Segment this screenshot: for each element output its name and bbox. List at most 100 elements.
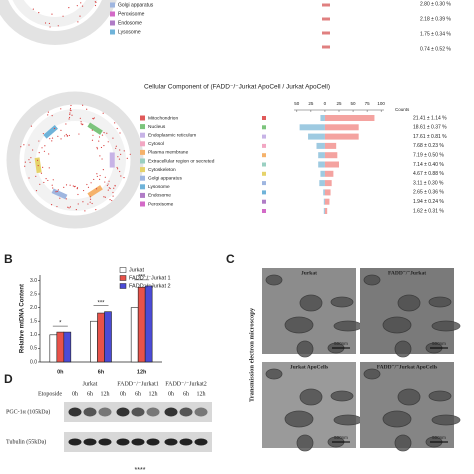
scatter-dot [116, 127, 118, 130]
scatter-dot [28, 159, 30, 161]
scatter-dot [89, 201, 91, 203]
scatter-dot [77, 21, 79, 23]
scatter-dot [50, 204, 53, 206]
legend-label: Lysosome [148, 184, 170, 190]
scatter-dot [36, 159, 39, 161]
scatter-dot [98, 178, 101, 180]
bar [49, 334, 58, 363]
scatter-dot [89, 198, 92, 200]
scatter-dot [81, 5, 84, 7]
group-label: FADD⁻/⁻Jurkat2 [165, 381, 207, 387]
organelle [397, 294, 421, 312]
y-axis-label: Relative mtDNA Content [20, 284, 26, 353]
blot-band [146, 407, 160, 417]
scatter-dot [57, 25, 59, 27]
legend-label: Mitochondrion [148, 115, 178, 121]
ring-segment [87, 122, 103, 135]
scatter-dot [120, 175, 122, 177]
scatter-dot [95, 209, 97, 211]
scatter-dot [68, 118, 70, 120]
bar [324, 208, 328, 214]
scatter-dot [123, 177, 125, 179]
bar [324, 115, 375, 121]
significance: * [59, 321, 62, 327]
scatter-dot [49, 138, 51, 140]
scatter-dot [112, 191, 114, 194]
scatter-dot [99, 155, 101, 157]
scale-label: 500nm [432, 341, 446, 346]
scatter-dot [101, 134, 104, 136]
ring [0, 0, 117, 45]
bar [316, 142, 325, 149]
scatter-dot [103, 132, 105, 134]
organelle [330, 296, 354, 308]
x-tick-label: 12h [137, 369, 147, 375]
scatter-dot [118, 158, 121, 160]
organelle [265, 368, 283, 380]
scatter-dot [44, 22, 47, 24]
organelle [299, 388, 323, 406]
organelle [394, 434, 412, 452]
timepoint-label: 6h [135, 391, 141, 397]
organelle [284, 410, 314, 428]
blot-band [146, 438, 160, 446]
bar [324, 170, 334, 177]
scatter-dot [82, 201, 84, 203]
group-label: FADD⁻/⁻Jurkat1 [117, 381, 159, 387]
scatter-dot [89, 196, 91, 198]
scatter-dot [119, 132, 121, 134]
percentage: 2.18 ± 0.39 % [420, 16, 451, 22]
scatter-dot [93, 178, 95, 181]
scatter-dot [38, 140, 40, 142]
bar [137, 286, 146, 363]
scatter-dot [107, 183, 109, 185]
scatter-dot [103, 196, 105, 198]
scatter-dot [65, 133, 67, 136]
scatter-dot [59, 197, 61, 199]
percentage: 7.19 ± 0.50 % [413, 153, 444, 159]
scatter-dot [52, 179, 54, 181]
scatter-dot [92, 118, 95, 120]
y-tick-label: 0.0 [30, 359, 37, 365]
scatter-dot [29, 161, 31, 163]
scatter-dot [71, 114, 73, 116]
scatter-dot [108, 180, 110, 182]
scale-label: 500nm [334, 341, 348, 346]
scatter-dot [69, 107, 72, 110]
blot-band [68, 407, 82, 417]
blot-band [116, 407, 130, 417]
blot-band [194, 407, 208, 417]
percentage: 4.67 ± 0.88 % [413, 171, 444, 177]
y-tick-label: 1.5 [30, 319, 37, 325]
organelle [333, 414, 363, 426]
blot-label: PGC-1α (105kDa) [6, 408, 50, 415]
scatter-dot [106, 184, 108, 187]
timepoint-label: 12h [149, 391, 158, 397]
y-tick-label: 2.5 [30, 291, 37, 297]
scatter-dot [56, 205, 58, 208]
percentage: 1.62 ± 0.31 % [413, 208, 444, 214]
scatter-dot [76, 188, 78, 190]
legend-label: Endoplasmic reticulum [148, 132, 196, 138]
scatter-dot [56, 190, 58, 193]
legend-swatch [119, 275, 127, 281]
legend-swatch [140, 115, 145, 121]
y-tick-label: 2.0 [30, 305, 37, 311]
legend-label: FADD⁻/⁻Jurkat 1 [129, 275, 171, 281]
scatter-dot [102, 112, 104, 114]
scatter-dot [77, 193, 79, 196]
blot-band [179, 407, 193, 417]
scatter-dot [98, 140, 100, 142]
y-tick-label: 0.5 [30, 346, 37, 352]
scatter-dot [69, 184, 71, 186]
bar [324, 189, 331, 196]
bar [63, 331, 72, 363]
scatter-dot [90, 182, 92, 184]
scatter-dot [109, 187, 111, 190]
blot-band [131, 438, 145, 446]
x-tick-label: 50 [294, 101, 300, 106]
scatter-dot [30, 157, 32, 159]
legend-label: Endosome [118, 20, 142, 26]
x-tick-label: 0 [324, 101, 327, 106]
bar [324, 180, 332, 187]
